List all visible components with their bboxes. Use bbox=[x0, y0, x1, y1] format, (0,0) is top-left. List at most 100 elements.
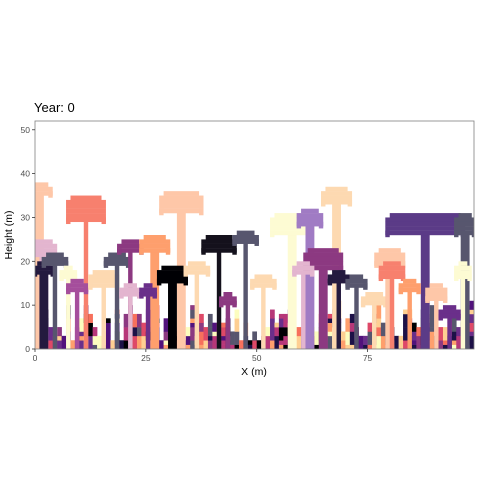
tree bbox=[59, 265, 78, 349]
tree-trunk bbox=[372, 302, 377, 349]
tree-crown bbox=[385, 217, 466, 223]
understory-cell bbox=[163, 340, 169, 345]
understory-cell bbox=[105, 335, 111, 349]
tree-crown bbox=[236, 230, 255, 236]
tree-crown bbox=[360, 300, 388, 306]
tree-trunk bbox=[318, 267, 328, 349]
tree-crown-edge bbox=[50, 270, 55, 277]
tree-crown bbox=[232, 239, 259, 244]
tree-crown bbox=[187, 261, 206, 266]
tree-crown bbox=[321, 195, 353, 201]
understory-cell bbox=[327, 335, 333, 349]
tree bbox=[378, 261, 406, 349]
tree-crown-edge bbox=[385, 230, 390, 238]
tree-crown bbox=[454, 265, 472, 271]
tree-crown bbox=[35, 270, 55, 275]
tree bbox=[103, 252, 131, 349]
tree-crown bbox=[88, 278, 120, 284]
understory-cell bbox=[367, 331, 373, 345]
tree-crown bbox=[59, 270, 78, 275]
understory-cell bbox=[429, 318, 435, 328]
tree-crown bbox=[161, 265, 184, 271]
tree-crown bbox=[321, 191, 353, 196]
tree-crown bbox=[296, 217, 324, 223]
understory-cell bbox=[79, 340, 85, 349]
understory-cell bbox=[70, 340, 76, 349]
tree-trunk bbox=[434, 298, 439, 349]
tree bbox=[139, 283, 157, 349]
understory-cell bbox=[207, 340, 213, 349]
tree-crown bbox=[345, 278, 368, 284]
understory-cell bbox=[451, 331, 457, 341]
understory-cell bbox=[270, 309, 275, 319]
tree bbox=[454, 213, 474, 349]
understory-cell bbox=[278, 318, 284, 328]
tree-crown-edge bbox=[347, 199, 353, 207]
tree-crown-edge bbox=[125, 261, 131, 268]
understory-cell bbox=[416, 335, 422, 349]
understory-cell bbox=[265, 335, 271, 349]
understory-cell bbox=[345, 318, 351, 332]
understory-cell bbox=[185, 335, 191, 345]
understory-cell bbox=[376, 327, 382, 337]
tree-crown-edge bbox=[48, 191, 53, 198]
tree-crown-edge bbox=[199, 208, 204, 216]
understory-cell bbox=[238, 344, 244, 349]
tree bbox=[119, 283, 142, 349]
understory-cell bbox=[203, 327, 209, 341]
understory-cell bbox=[207, 335, 213, 341]
tree-crown bbox=[292, 270, 315, 275]
tree-crown bbox=[389, 213, 461, 218]
understory-cell bbox=[380, 335, 386, 349]
understory-cell bbox=[403, 327, 408, 341]
tree-crown bbox=[454, 274, 472, 280]
tree-crown bbox=[183, 270, 211, 275]
understory-cell bbox=[247, 340, 253, 345]
tree-trunk bbox=[305, 224, 315, 349]
tree-crown-edge bbox=[183, 278, 188, 286]
tree-trunk bbox=[128, 294, 133, 349]
understory-cell bbox=[349, 322, 355, 332]
tree-crown-edge bbox=[345, 283, 350, 290]
understory-cell bbox=[469, 300, 474, 310]
tree-crown bbox=[385, 230, 466, 236]
tree-trunk bbox=[66, 276, 71, 349]
tree-crown-edge bbox=[270, 230, 275, 238]
understory-cell bbox=[57, 327, 62, 337]
tree-crown bbox=[327, 278, 350, 284]
understory-cell bbox=[88, 322, 93, 337]
tree-crown bbox=[270, 217, 315, 223]
understory-cell bbox=[270, 331, 275, 341]
tree-crown-edge bbox=[296, 221, 302, 229]
understory-cell bbox=[105, 318, 111, 323]
understory-cell bbox=[199, 313, 204, 323]
tree-crown bbox=[159, 199, 204, 205]
tree bbox=[219, 292, 237, 349]
tree-crown bbox=[403, 278, 417, 284]
tree-crown bbox=[365, 292, 384, 297]
tree-crown bbox=[374, 256, 406, 262]
understory-cell bbox=[105, 322, 111, 337]
x-tick-label: 50 bbox=[252, 353, 262, 363]
tree-crown bbox=[103, 256, 131, 262]
tree-crown-edge bbox=[136, 292, 142, 299]
tree-crown bbox=[156, 270, 188, 275]
understory-cell bbox=[132, 335, 138, 349]
understory-cell bbox=[283, 344, 289, 349]
understory-cell bbox=[327, 318, 333, 323]
tree-crown-edge bbox=[83, 287, 89, 295]
tree-crown bbox=[345, 283, 368, 288]
understory-cell bbox=[469, 309, 474, 315]
tree-trunk bbox=[101, 285, 106, 349]
understory-cell bbox=[97, 335, 102, 349]
tree-crown-edge bbox=[232, 300, 237, 308]
tree-crown-edge bbox=[165, 248, 171, 255]
tree bbox=[41, 252, 69, 349]
understory-cell bbox=[442, 327, 448, 341]
understory-cell bbox=[252, 340, 258, 349]
understory-cell bbox=[190, 322, 195, 328]
tree-crown-edge bbox=[400, 261, 406, 268]
tree-crown-edge bbox=[72, 274, 78, 282]
understory-cell bbox=[234, 344, 240, 349]
understory-cell bbox=[136, 335, 142, 349]
